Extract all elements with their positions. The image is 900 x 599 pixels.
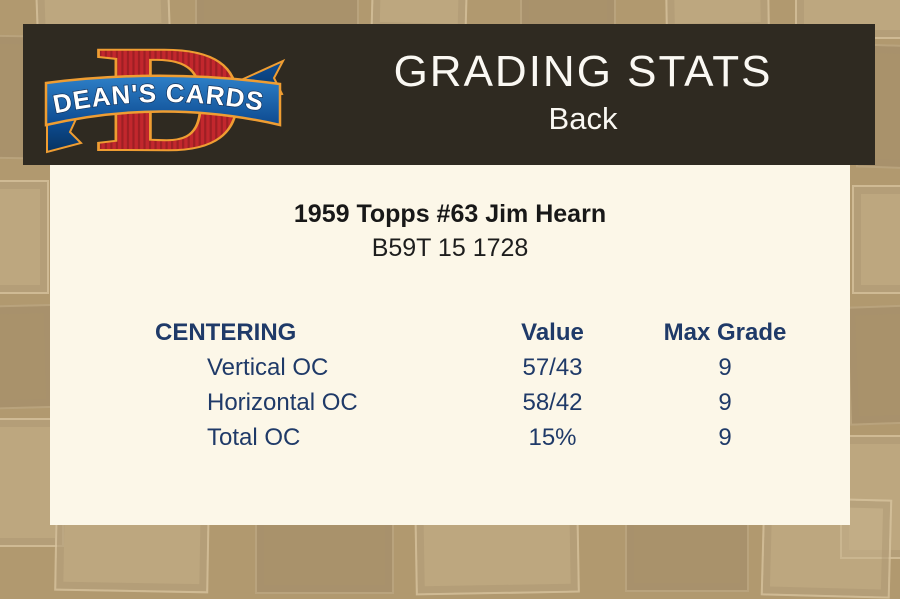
column-header-max-grade: Max Grade — [663, 318, 787, 346]
deans-cards-logo[interactable]: D DEAN'S CARDS — [23, 14, 291, 185]
row-grade-total-oc: 9 — [718, 423, 732, 451]
row-grade-vertical-oc: 9 — [718, 353, 732, 381]
background-card — [0, 180, 49, 294]
row-value-horizontal-oc: 58/42 — [522, 388, 583, 416]
centering-stats-table: CENTERING Value Max Grade Vertical OC 57… — [155, 315, 820, 455]
row-grade-horizontal-oc: 9 — [718, 388, 732, 416]
background-card — [845, 303, 900, 426]
row-value-vertical-oc: 57/43 — [522, 353, 583, 381]
row-label-horizontal-oc: Horizontal OC — [207, 388, 358, 416]
side-label: Back — [548, 101, 618, 136]
row-label-total-oc: Total OC — [207, 423, 301, 451]
card-title: 1959 Topps #63 Jim Hearn — [293, 200, 607, 228]
grading-stats-panel: 1959 Topps #63 Jim Hearn B59T 15 1728 CE… — [50, 165, 850, 525]
column-header-value: Value — [521, 318, 584, 346]
header-title-zone: GRADING STATS Back — [291, 24, 875, 165]
column-header-centering: CENTERING — [155, 318, 297, 346]
page-title: GRADING STATS — [393, 47, 773, 96]
header-bar: D DEAN'S CARDS GRADING STATS Back — [23, 14, 875, 185]
card-code: B59T 15 1728 — [371, 234, 529, 262]
ribbon-band-icon — [44, 74, 282, 127]
row-label-vertical-oc: Vertical OC — [207, 353, 329, 381]
row-value-total-oc: 15% — [528, 423, 577, 451]
background-card — [852, 185, 900, 294]
background-card — [0, 303, 56, 411]
